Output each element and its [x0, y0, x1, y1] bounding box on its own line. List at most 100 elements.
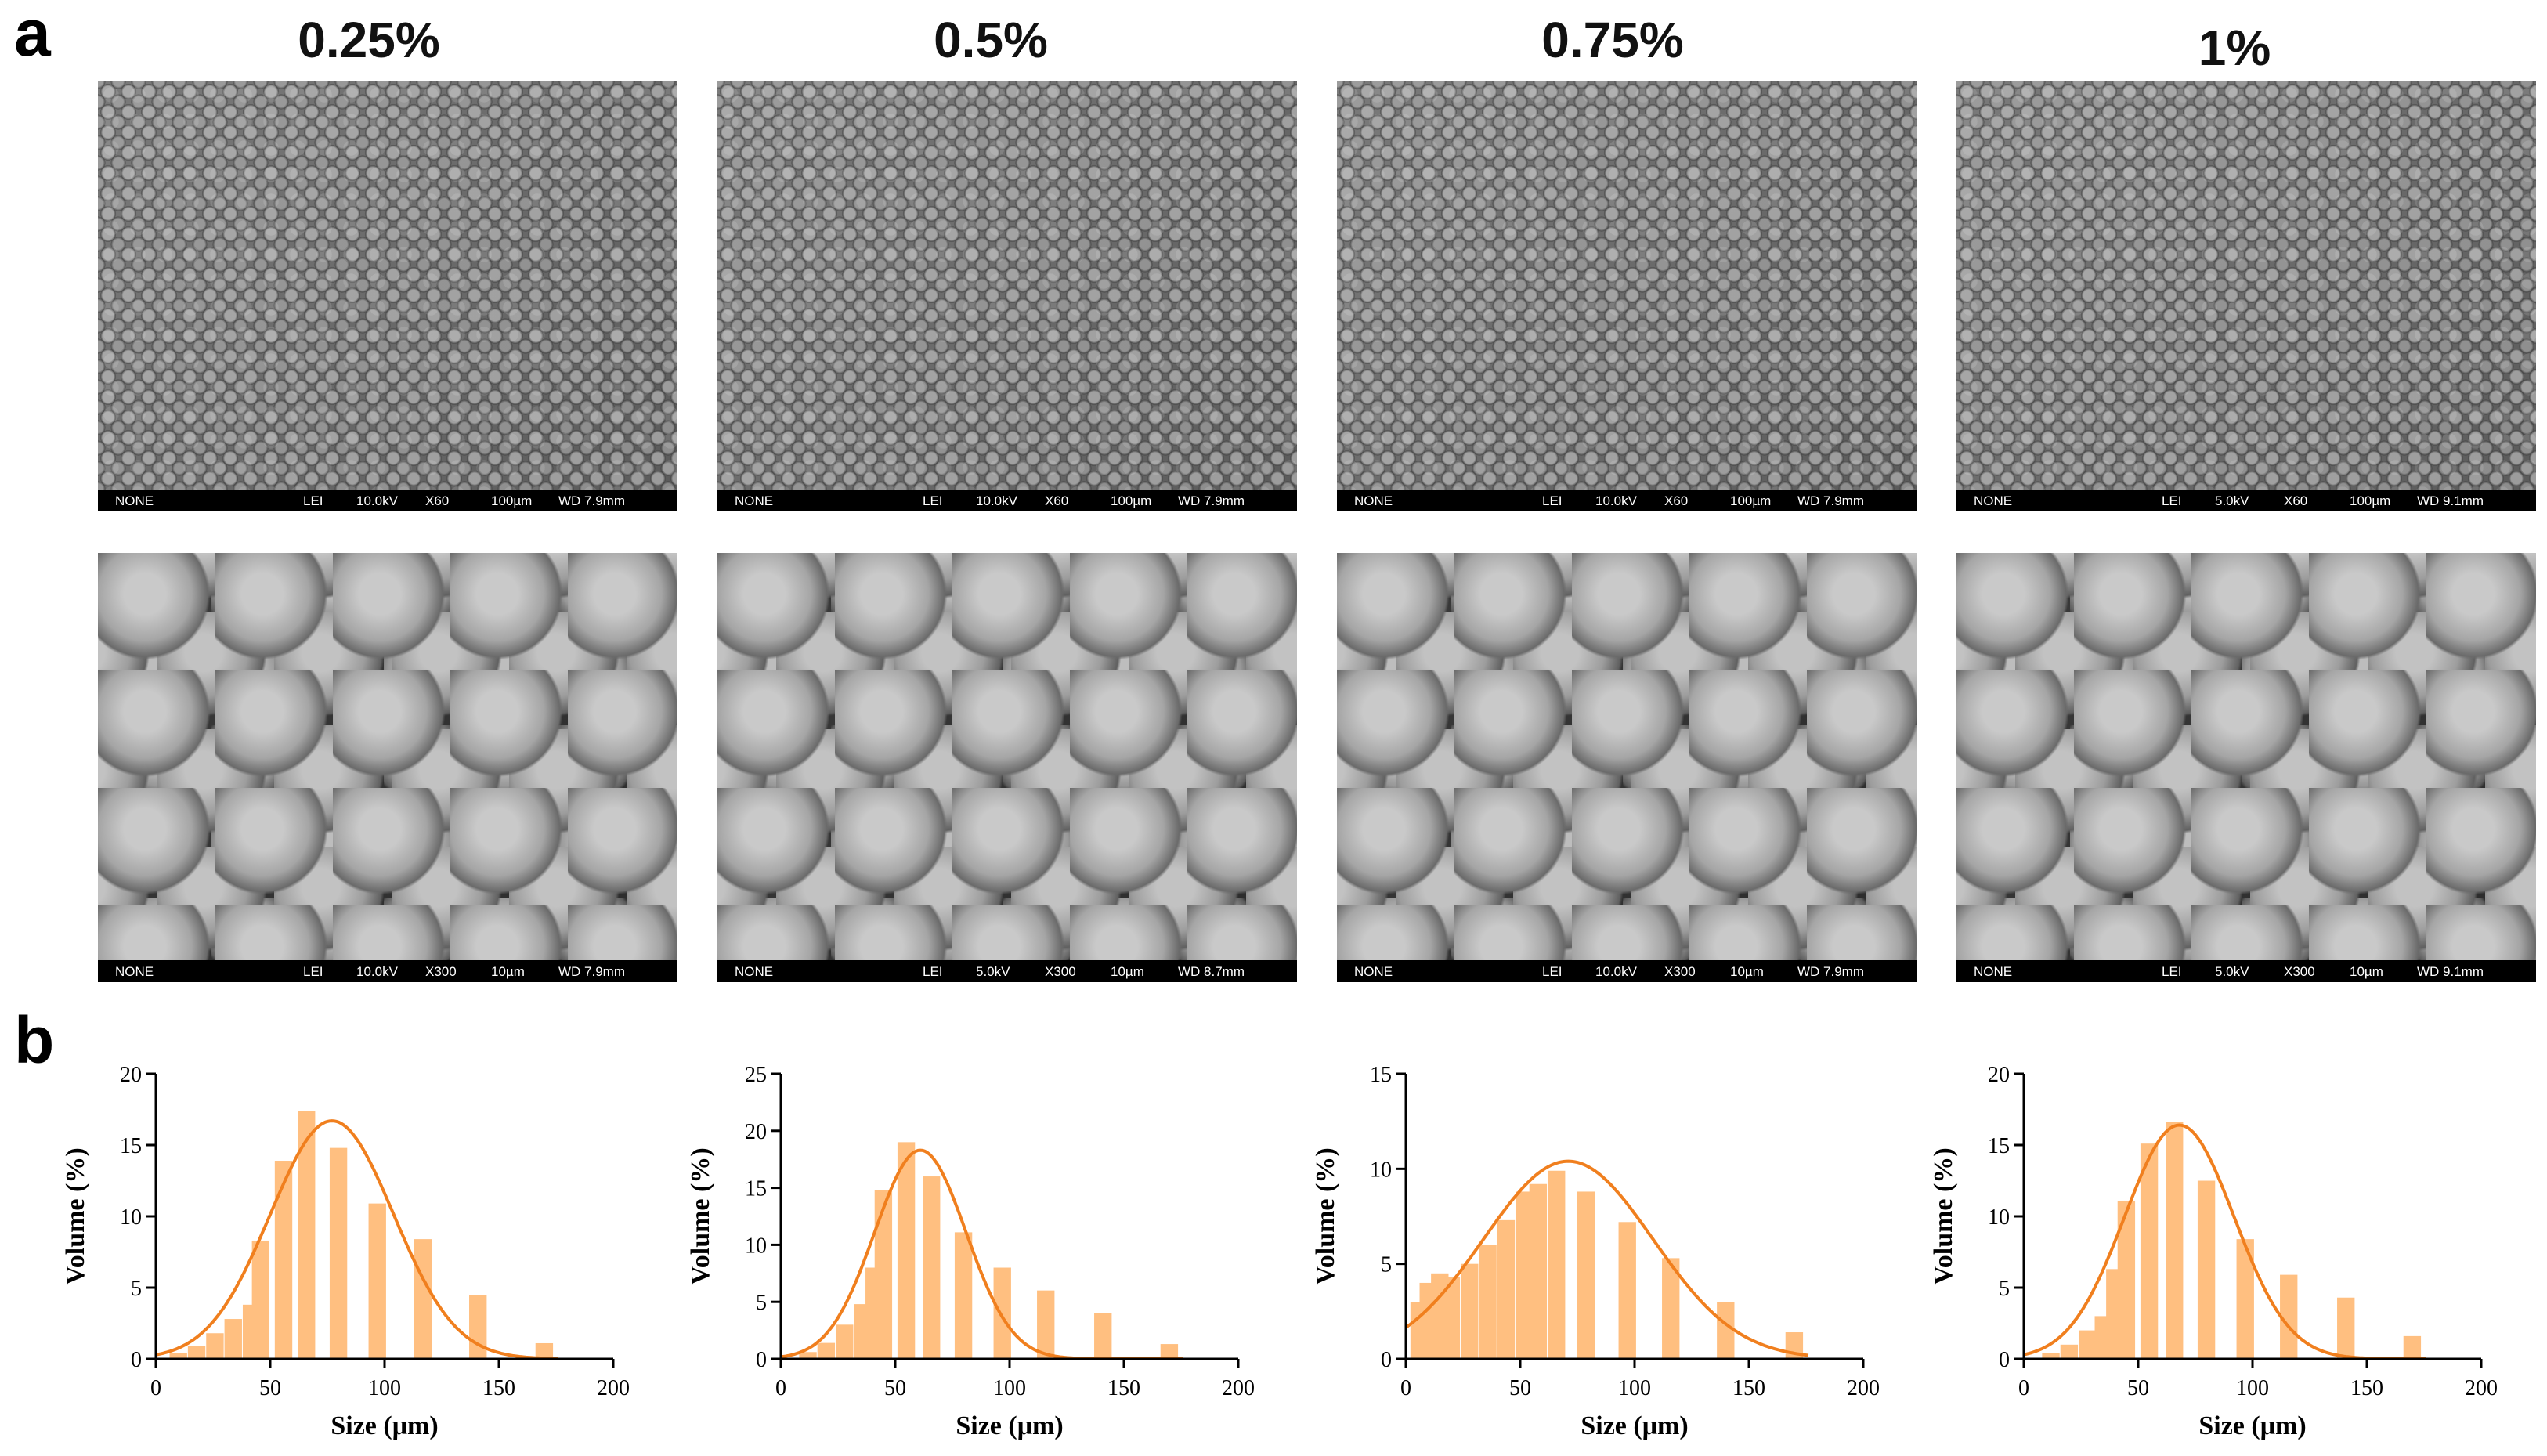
y-tick-label: 0 [131, 1348, 142, 1372]
histogram-bar [1479, 1245, 1497, 1359]
x-tick-label: 0 [775, 1376, 786, 1400]
histogram-bar [2197, 1180, 2216, 1359]
histogram-bar [836, 1324, 854, 1359]
sem-label-mag: X300 [1664, 964, 1696, 979]
sem-label-none: NONE [735, 493, 774, 508]
sem-label-scale: 100µm [491, 493, 533, 508]
sem-info-bar: NONE LEI 5.0kV X300 10µm WD 9.1mm [1956, 960, 2536, 982]
histogram-bar [274, 1161, 293, 1359]
histogram-bar [368, 1203, 386, 1359]
histogram-bar [1442, 1277, 1461, 1359]
y-tick-label: 20 [745, 1120, 767, 1144]
y-tick-label: 20 [1988, 1063, 2010, 1087]
sem-label-kv: 5.0kV [976, 964, 1010, 979]
sem-info-bar: NONE LEI 10.0kV X60 100µm WD 7.9mm [717, 490, 1297, 511]
gaussian-fit-curve [155, 1119, 558, 1360]
sem-label-mag: X60 [2284, 493, 2308, 508]
y-tick-label: 5 [131, 1277, 142, 1301]
sem-label-mode: LEI [2162, 493, 2182, 508]
y-tick-label: 25 [745, 1063, 767, 1087]
sem-label-kv: 10.0kV [1595, 493, 1637, 508]
x-tick-label: 150 [1732, 1376, 1765, 1400]
x-tick-label: 200 [1222, 1376, 1255, 1400]
y-axis-label: Volume (%) [61, 1147, 90, 1284]
y-tick-label: 0 [756, 1348, 767, 1372]
sem-label-scale: 100µm [2350, 493, 2391, 508]
sem-label-kv: 5.0kV [2215, 964, 2249, 979]
y-axis-label: Volume (%) [1311, 1147, 1340, 1284]
histogram-bar [1516, 1191, 1534, 1359]
histogram-bar [298, 1111, 316, 1359]
sem-info-bar: NONE LEI 5.0kV X60 100µm WD 9.1mm [1956, 490, 2536, 511]
sem-label-none: NONE [115, 964, 154, 979]
x-tick-label: 100 [2236, 1376, 2269, 1400]
sem-label-none: NONE [1354, 964, 1393, 979]
sem-label-none: NONE [1974, 964, 2013, 979]
x-tick-label: 50 [259, 1376, 281, 1400]
y-tick-label: 15 [745, 1177, 767, 1201]
panel-label-a: a [14, 0, 51, 70]
panel-label-b: b [14, 1003, 55, 1077]
y-tick-label: 10 [1370, 1158, 1392, 1182]
y-tick-label: 15 [120, 1134, 142, 1158]
histogram-bar [329, 1147, 348, 1359]
y-tick-label: 10 [1988, 1205, 2010, 1230]
sem-label-mag: X300 [425, 964, 457, 979]
sem-info-bar: NONE LEI 5.0kV X300 10µm WD 8.7mm [717, 960, 1297, 982]
sem-label-kv: 5.0kV [2215, 493, 2249, 508]
histogram-bar [1662, 1258, 1680, 1359]
sem-image: NONE LEI 5.0kV X300 10µm WD 9.1mm [1956, 553, 2536, 982]
y-tick-label: 15 [1370, 1063, 1392, 1087]
x-tick-label: 50 [884, 1376, 906, 1400]
histogram-bar [187, 1346, 206, 1359]
sem-label-scale: 10µm [2350, 964, 2383, 979]
sem-label-mag: X60 [425, 493, 450, 508]
sem-label-wd: WD 9.1mm [2417, 493, 2484, 508]
x-axis-label: Size (μm) [1581, 1411, 1688, 1440]
sem-image: NONE LEI 10.0kV X60 100µm WD 7.9mm [98, 81, 677, 511]
sem-label-wd: WD 9.1mm [2417, 964, 2484, 979]
y-tick-label: 10 [745, 1234, 767, 1258]
sem-label-wd: WD 7.9mm [558, 964, 625, 979]
histogram-bar [897, 1142, 916, 1359]
histogram-bar [1094, 1313, 1112, 1359]
x-tick-label: 100 [368, 1376, 401, 1400]
sem-image: NONE LEI 10.0kV X60 100µm WD 7.9mm [717, 81, 1297, 511]
histogram-bar [1577, 1191, 1595, 1359]
x-tick-label: 0 [2018, 1376, 2029, 1400]
sem-info-bar: NONE LEI 10.0kV X300 10µm WD 7.9mm [98, 960, 677, 982]
histogram-bar [2236, 1239, 2254, 1359]
sem-label-none: NONE [735, 964, 774, 979]
histogram-bar [251, 1240, 269, 1359]
histogram-bar [1717, 1302, 1735, 1359]
histogram-bar [923, 1176, 941, 1359]
y-tick-label: 10 [120, 1205, 142, 1230]
histogram-bar [2403, 1335, 2422, 1359]
x-tick-label: 100 [1618, 1376, 1651, 1400]
histogram-bar [817, 1342, 836, 1359]
sem-info-bar: NONE LEI 10.0kV X60 100µm WD 7.9mm [98, 490, 677, 511]
x-tick-label: 50 [2127, 1376, 2149, 1400]
sem-label-kv: 10.0kV [356, 493, 398, 508]
sem-label-scale: 100µm [1730, 493, 1772, 508]
histogram-bar [169, 1353, 187, 1359]
histogram-bar [469, 1295, 487, 1359]
sem-label-scale: 100µm [1111, 493, 1152, 508]
histogram-bar [993, 1267, 1011, 1359]
histogram-bar [2166, 1122, 2184, 1359]
histogram-bar [2117, 1200, 2136, 1359]
x-axis-label: Size (μm) [956, 1411, 1063, 1440]
y-tick-label: 0 [1381, 1348, 1392, 1372]
sem-label-mode: LEI [2162, 964, 2182, 979]
histogram-bar [1497, 1219, 1516, 1359]
y-tick-label: 20 [120, 1063, 142, 1087]
gaussian-fit-curve [2023, 1123, 2426, 1360]
y-tick-label: 5 [1381, 1253, 1392, 1277]
x-tick-label: 200 [597, 1376, 630, 1400]
histogram-bar [954, 1232, 973, 1359]
x-tick-label: 150 [2350, 1376, 2383, 1400]
sem-label-wd: WD 7.9mm [1178, 493, 1245, 508]
column-title: 1% [2198, 20, 2271, 76]
column-title: 0.25% [298, 12, 440, 68]
sem-label-mode: LEI [1542, 493, 1563, 508]
